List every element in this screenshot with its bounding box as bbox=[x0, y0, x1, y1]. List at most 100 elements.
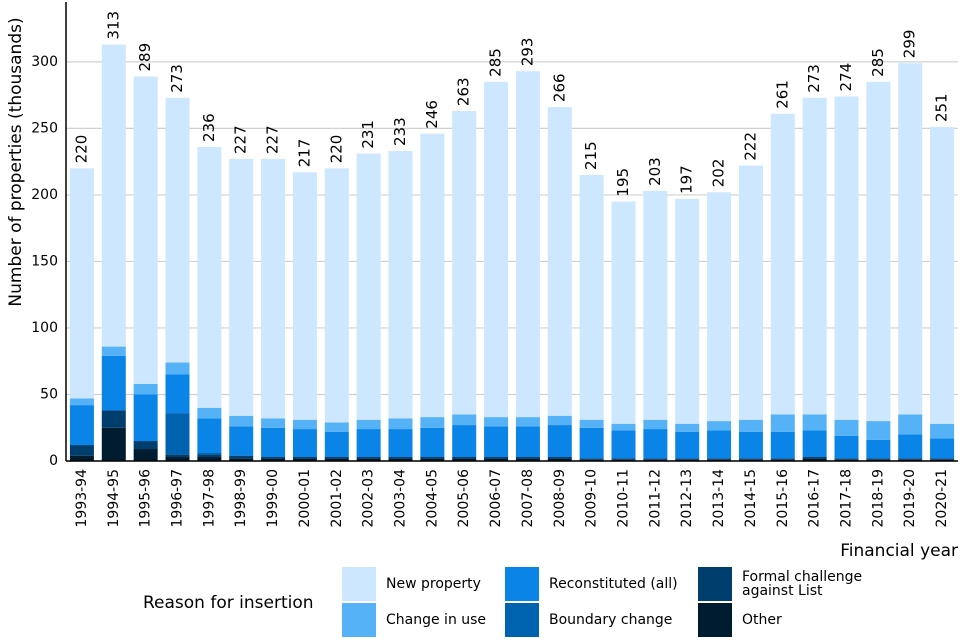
bar-segment bbox=[515, 458, 540, 461]
total-label: 217 bbox=[295, 139, 313, 168]
legend-swatch bbox=[505, 567, 539, 601]
legend-swatch bbox=[505, 603, 539, 637]
total-label: 274 bbox=[837, 63, 855, 92]
bar-segment bbox=[484, 81, 509, 418]
bar-segment bbox=[834, 458, 859, 460]
bar-segment bbox=[834, 96, 859, 420]
bar-segment bbox=[866, 421, 891, 440]
total-label: 285 bbox=[869, 48, 887, 77]
bar-segment bbox=[515, 457, 540, 459]
bar-segment bbox=[515, 71, 540, 418]
x-tick-label: 2020-21 bbox=[934, 469, 950, 528]
bar-segment bbox=[69, 168, 94, 399]
bar-segment bbox=[738, 419, 763, 432]
bar-segment bbox=[420, 457, 445, 459]
bar-segment bbox=[356, 429, 381, 458]
bar-segment bbox=[675, 458, 700, 460]
total-label: 195 bbox=[614, 168, 632, 197]
x-tick-label: 1999-00 bbox=[265, 469, 281, 528]
total-label: 313 bbox=[104, 11, 122, 40]
x-tick-label: 2016-17 bbox=[807, 469, 823, 528]
legend-title: Reason for insertion bbox=[143, 593, 314, 613]
bar-segment bbox=[69, 405, 94, 446]
total-label: 251 bbox=[933, 93, 951, 122]
total-label: 202 bbox=[710, 159, 728, 188]
bar-segment bbox=[229, 158, 254, 416]
y-tick-label: 0 bbox=[49, 453, 58, 469]
bar-segment bbox=[866, 439, 891, 459]
bar-segment bbox=[324, 431, 349, 458]
y-tick-label: 250 bbox=[31, 120, 58, 136]
bar-segment bbox=[165, 362, 190, 375]
total-label: 263 bbox=[455, 77, 473, 106]
bar-segment bbox=[738, 458, 763, 460]
x-tick-label: 2010-11 bbox=[616, 469, 632, 528]
bar-segment bbox=[324, 168, 349, 423]
bar-segment bbox=[611, 201, 636, 424]
bar-segment bbox=[388, 458, 413, 461]
x-axis-title: Financial year bbox=[840, 541, 958, 561]
y-tick-label: 50 bbox=[40, 386, 58, 402]
x-tick-label: 1996-97 bbox=[170, 469, 186, 528]
x-tick-label: 2012-13 bbox=[679, 469, 695, 528]
bar-segment bbox=[802, 97, 827, 415]
bar-segment bbox=[388, 151, 413, 419]
bar-segment bbox=[802, 430, 827, 458]
bar-segment bbox=[484, 426, 509, 458]
bar-segment bbox=[356, 419, 381, 430]
bar-segment bbox=[738, 431, 763, 459]
bar-segment bbox=[133, 394, 158, 442]
bar-segment bbox=[229, 458, 254, 461]
legend-swatch bbox=[342, 603, 376, 637]
bar-segment bbox=[930, 127, 955, 424]
bar-segment bbox=[611, 430, 636, 459]
total-label: 289 bbox=[136, 43, 154, 72]
bar-segment bbox=[133, 383, 158, 395]
x-tick-label: 2017-18 bbox=[839, 469, 855, 528]
bar-segment bbox=[452, 414, 477, 426]
bar-segment bbox=[452, 425, 477, 458]
bar-segment bbox=[643, 419, 668, 430]
x-tick-label: 2009-10 bbox=[584, 469, 600, 528]
bar-segment bbox=[197, 454, 222, 458]
bar-segment bbox=[292, 429, 317, 458]
bar-segment bbox=[292, 458, 317, 461]
x-tick-label: 1998-99 bbox=[233, 469, 249, 528]
bar-segment bbox=[420, 427, 445, 458]
bar-segment bbox=[133, 449, 158, 461]
bar-segment bbox=[930, 458, 955, 460]
bar-segment bbox=[611, 423, 636, 431]
total-label: 197 bbox=[678, 165, 696, 194]
bar-segment bbox=[484, 457, 509, 459]
bar-segment bbox=[930, 423, 955, 439]
bar-segment bbox=[898, 434, 923, 459]
legend-label: Change in use bbox=[386, 612, 487, 628]
bar-segment bbox=[547, 415, 572, 426]
total-label: 285 bbox=[487, 48, 505, 77]
bar-segment bbox=[356, 153, 381, 420]
legend-item: New property bbox=[342, 567, 521, 601]
bar-segment bbox=[738, 165, 763, 420]
total-label: 266 bbox=[550, 73, 568, 102]
x-tick-label: 2006-07 bbox=[488, 469, 504, 528]
x-tick-label: 2008-09 bbox=[552, 469, 568, 528]
legend-label: New property bbox=[386, 576, 481, 592]
x-tick-label: 2011-12 bbox=[647, 469, 663, 528]
legend-swatch bbox=[342, 567, 376, 601]
bar-segment bbox=[165, 374, 190, 414]
bar-segment bbox=[292, 457, 317, 459]
bar-segment bbox=[675, 198, 700, 424]
x-tick-label: 2004-05 bbox=[424, 469, 440, 528]
bar-segment bbox=[261, 158, 286, 419]
bar-segment bbox=[420, 133, 445, 418]
bar-segment bbox=[197, 457, 222, 461]
bar-segment bbox=[197, 453, 222, 455]
bar-segment bbox=[898, 63, 923, 415]
y-tick-label: 300 bbox=[31, 54, 58, 70]
total-label: 246 bbox=[423, 100, 441, 129]
bar-segment bbox=[69, 455, 94, 461]
x-tick-label: 2018-19 bbox=[870, 469, 886, 528]
x-tick-label: 2014-15 bbox=[743, 469, 759, 528]
bar-segment bbox=[101, 355, 126, 411]
